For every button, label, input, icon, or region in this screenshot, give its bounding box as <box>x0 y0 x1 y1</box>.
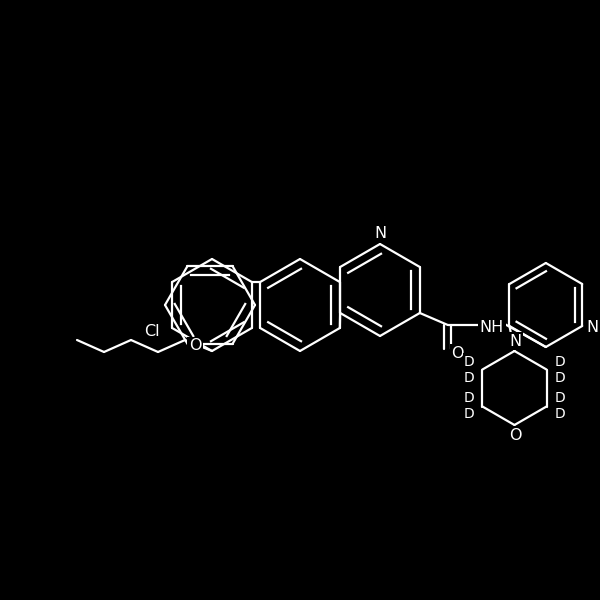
Text: O: O <box>189 338 201 353</box>
Text: O: O <box>509 427 522 443</box>
Text: D: D <box>464 355 475 368</box>
Text: D: D <box>554 391 565 406</box>
Text: D: D <box>464 407 475 421</box>
Text: D: D <box>554 407 565 421</box>
Text: D: D <box>464 370 475 385</box>
Text: Cl: Cl <box>145 323 160 338</box>
Text: N: N <box>586 320 598 335</box>
Text: O: O <box>452 346 464 361</box>
Text: NH: NH <box>480 319 504 335</box>
Text: N: N <box>509 334 521 349</box>
Text: N: N <box>374 226 386 241</box>
Text: D: D <box>554 355 565 368</box>
Text: D: D <box>464 391 475 406</box>
Text: D: D <box>554 370 565 385</box>
